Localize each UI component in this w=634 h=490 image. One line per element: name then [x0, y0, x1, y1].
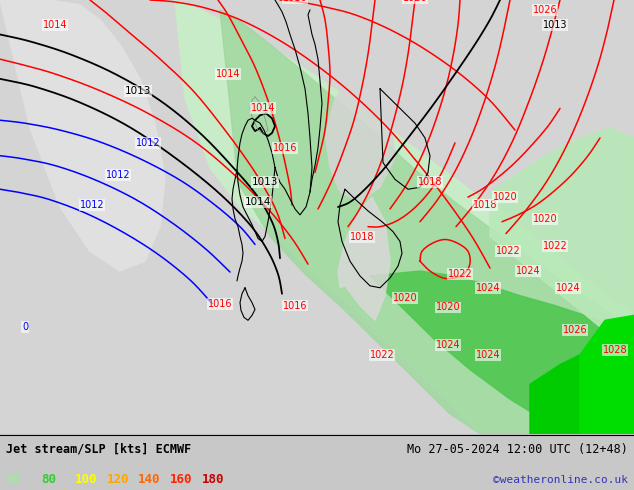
Text: 1012: 1012: [106, 171, 131, 180]
Text: 1013: 1013: [543, 20, 567, 29]
Text: 1024: 1024: [555, 283, 580, 293]
Text: 160: 160: [170, 473, 192, 487]
Polygon shape: [175, 0, 634, 434]
Text: 1013: 1013: [252, 177, 278, 187]
Text: 1024: 1024: [476, 283, 500, 293]
Text: 1014: 1014: [251, 103, 275, 113]
Text: 1018: 1018: [473, 200, 497, 210]
Text: 1022: 1022: [543, 242, 567, 251]
Text: 1016: 1016: [283, 0, 307, 3]
Text: 1016: 1016: [273, 143, 297, 153]
Text: 1020: 1020: [436, 302, 460, 313]
Text: 1016: 1016: [208, 298, 232, 309]
Text: 1018: 1018: [418, 177, 443, 187]
Polygon shape: [580, 316, 634, 434]
Text: 60: 60: [6, 473, 22, 487]
Text: 1026: 1026: [563, 325, 587, 335]
Text: 1014: 1014: [245, 197, 271, 207]
Text: 180: 180: [202, 473, 224, 487]
Text: 1020: 1020: [403, 0, 427, 3]
Text: 1022: 1022: [448, 269, 472, 279]
Text: 1014: 1014: [42, 20, 67, 29]
Text: 1020: 1020: [392, 293, 417, 303]
Text: 1024: 1024: [436, 340, 460, 350]
Text: 1026: 1026: [533, 5, 557, 15]
Text: 1012: 1012: [136, 138, 160, 148]
Text: 1014: 1014: [216, 69, 240, 79]
Text: 1028: 1028: [603, 345, 627, 355]
Text: 120: 120: [107, 473, 129, 487]
Polygon shape: [370, 271, 634, 434]
Polygon shape: [220, 10, 634, 434]
Text: 1012: 1012: [80, 200, 105, 210]
Text: Jet stream/SLP [kts] ECMWF: Jet stream/SLP [kts] ECMWF: [6, 443, 191, 456]
Text: 100: 100: [75, 473, 97, 487]
Polygon shape: [0, 0, 165, 271]
Text: 1024: 1024: [476, 350, 500, 360]
Text: ©weatheronline.co.uk: ©weatheronline.co.uk: [493, 475, 628, 485]
Polygon shape: [490, 128, 634, 355]
Text: 1020: 1020: [493, 192, 517, 202]
Text: Mo 27-05-2024 12:00 UTC (12+48): Mo 27-05-2024 12:00 UTC (12+48): [407, 443, 628, 456]
Polygon shape: [530, 345, 634, 434]
Polygon shape: [338, 197, 390, 320]
Text: 1020: 1020: [533, 214, 557, 224]
Text: 1013: 1013: [125, 86, 151, 96]
Text: 1018: 1018: [350, 232, 374, 242]
Text: 1024: 1024: [515, 266, 540, 276]
Text: 80: 80: [41, 473, 56, 487]
Polygon shape: [325, 74, 395, 202]
Text: 1016: 1016: [283, 300, 307, 311]
Text: 0: 0: [22, 322, 28, 332]
Text: 140: 140: [138, 473, 160, 487]
Text: 1022: 1022: [370, 350, 394, 360]
Text: 1022: 1022: [496, 246, 521, 256]
